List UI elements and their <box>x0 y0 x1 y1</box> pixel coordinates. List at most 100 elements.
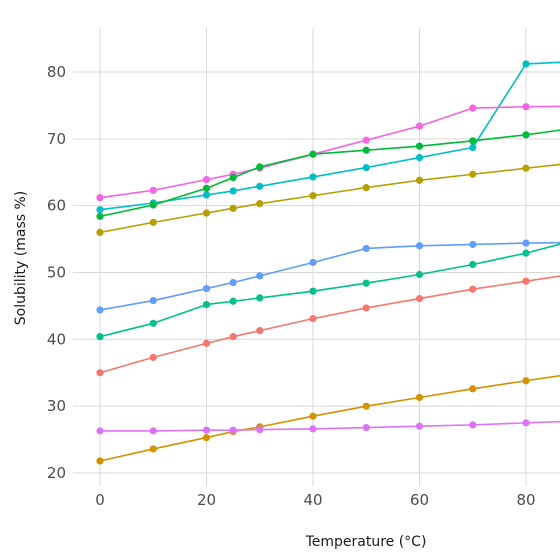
series-7 <box>96 275 560 377</box>
data-point <box>202 284 211 293</box>
data-point <box>149 427 157 435</box>
series-line <box>99 163 560 234</box>
data-point <box>309 425 317 433</box>
data-point <box>522 277 530 285</box>
data-point <box>522 419 530 427</box>
data-point <box>469 421 477 429</box>
data-point <box>202 433 211 442</box>
data-point <box>522 131 530 139</box>
data-point <box>362 163 370 172</box>
y-tick-label: 20 <box>47 464 66 482</box>
x-tick-label: 60 <box>410 491 429 509</box>
data-point <box>149 296 157 305</box>
data-point <box>202 300 211 309</box>
data-point <box>229 187 237 195</box>
data-point <box>149 445 157 453</box>
y-tick-label: 30 <box>47 397 66 415</box>
data-point <box>96 206 104 214</box>
data-point <box>256 425 264 434</box>
series-4 <box>96 163 560 236</box>
data-point <box>229 204 237 212</box>
series-3 <box>96 129 560 220</box>
data-point <box>202 184 211 192</box>
data-point <box>149 201 157 209</box>
data-point <box>202 209 211 217</box>
series-line <box>99 241 560 311</box>
data-point <box>469 137 477 145</box>
data-point <box>202 191 211 199</box>
data-point <box>415 294 424 303</box>
data-point <box>96 194 104 202</box>
data-point <box>229 297 237 305</box>
x-tick-labels: 0 20 40 60 80 <box>95 491 535 509</box>
data-point <box>309 173 317 181</box>
data-point <box>362 244 370 253</box>
data-point <box>149 186 157 194</box>
series-line <box>99 243 560 338</box>
data-point <box>309 192 317 200</box>
data-point <box>469 170 477 178</box>
data-point <box>415 270 424 279</box>
data-point <box>96 333 104 341</box>
x-tick-label: 40 <box>303 491 322 509</box>
data-point <box>96 228 104 236</box>
data-point <box>202 339 211 347</box>
y-tick-label: 80 <box>47 63 66 81</box>
data-point <box>309 287 317 295</box>
data-point <box>362 423 370 432</box>
series-9 <box>96 419 560 435</box>
data-point <box>415 393 424 402</box>
data-point <box>202 426 211 434</box>
data-point <box>469 104 477 112</box>
data-point <box>202 176 211 184</box>
data-point <box>362 184 370 192</box>
data-point <box>229 278 237 287</box>
data-point <box>96 306 104 314</box>
data-point <box>149 353 157 361</box>
data-point <box>415 122 424 130</box>
data-point <box>522 103 530 111</box>
series-6 <box>96 243 560 341</box>
data-point <box>229 426 237 434</box>
data-point <box>256 182 264 190</box>
data-point <box>256 272 264 280</box>
data-point <box>469 240 477 249</box>
data-point <box>415 142 424 150</box>
data-point <box>256 294 264 302</box>
x-axis-title: Temperature (°C) <box>305 534 427 550</box>
data-point <box>522 249 530 257</box>
grid-layer <box>73 28 560 486</box>
y-tick-label: 60 <box>47 197 66 215</box>
x-tick-label: 0 <box>95 491 105 509</box>
data-point <box>415 422 424 430</box>
data-point <box>96 212 104 220</box>
data-point <box>415 242 424 250</box>
data-point <box>522 377 530 385</box>
data-point <box>362 304 370 312</box>
data-point <box>415 176 424 184</box>
series-line <box>100 420 560 432</box>
data-point <box>96 369 104 377</box>
data-point <box>256 327 264 335</box>
data-point <box>229 174 237 182</box>
series-2 <box>96 103 560 202</box>
x-tick-label: 20 <box>197 491 216 509</box>
data-point <box>96 427 104 435</box>
data-point <box>469 285 477 293</box>
data-point <box>309 412 317 420</box>
data-point <box>522 60 530 68</box>
y-tick-label: 40 <box>47 330 66 348</box>
data-point <box>229 333 237 341</box>
data-point <box>149 218 157 226</box>
data-point <box>362 146 370 154</box>
series-5 <box>96 239 560 314</box>
y-tick-label: 50 <box>47 264 66 282</box>
data-point <box>469 260 477 269</box>
series-layer <box>96 60 560 465</box>
data-point <box>256 163 264 171</box>
series-8 <box>96 374 560 465</box>
data-point <box>469 143 477 152</box>
data-point <box>96 457 104 465</box>
